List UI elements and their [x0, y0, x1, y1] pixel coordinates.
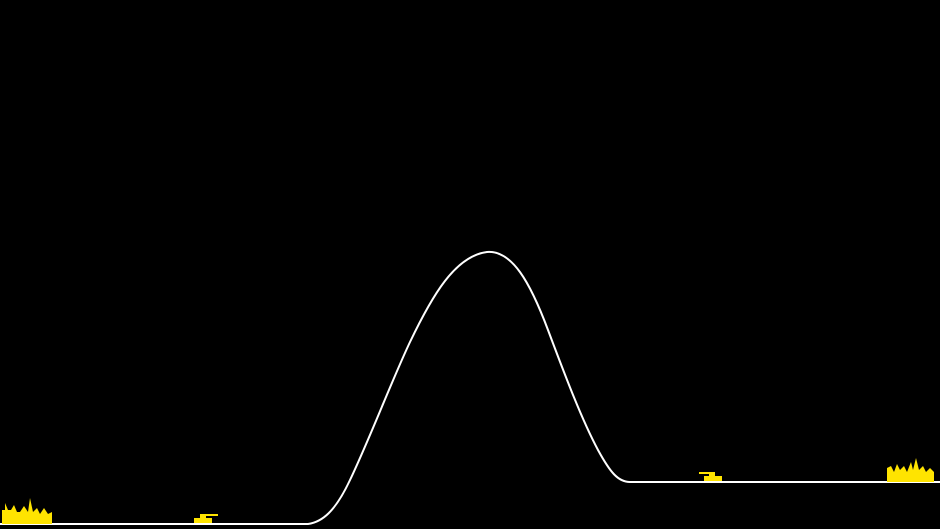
right-tank — [699, 472, 722, 481]
right-base — [887, 458, 934, 482]
right-tank-body — [704, 476, 722, 481]
left-flame — [2, 498, 52, 524]
right-flame — [887, 458, 934, 482]
left-tank-body — [194, 518, 212, 523]
left-tank — [194, 514, 218, 523]
left-base — [2, 498, 52, 524]
right-tank-barrel — [699, 472, 713, 474]
left-tank-turret — [200, 514, 206, 519]
terrain — [0, 250, 940, 525]
right-tank-turret — [709, 472, 715, 477]
left-tank-barrel — [204, 514, 218, 516]
